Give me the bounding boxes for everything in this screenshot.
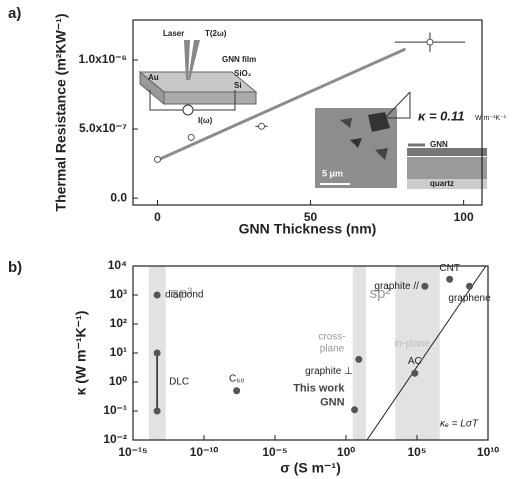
- x-tick-label: 0: [154, 210, 161, 224]
- wf-line: [366, 265, 487, 441]
- point-label: C₆₀: [229, 373, 244, 384]
- inset-label: SiO₂: [234, 69, 252, 78]
- y-tick-label: 10⁰: [109, 374, 127, 388]
- x-tick-label: 10⁻¹⁰: [190, 445, 219, 459]
- point-label: GNN: [320, 397, 345, 409]
- inset-label: 5 μm: [322, 168, 343, 178]
- annotation: cross-: [318, 332, 345, 343]
- data-point: [466, 282, 474, 290]
- line-label: κₑ = LσT: [440, 419, 479, 430]
- data-point: [421, 282, 429, 290]
- data-point: [153, 407, 161, 415]
- y-tick-label: 0.0: [110, 190, 127, 204]
- inset-label: quartz: [430, 179, 454, 188]
- inset-label: Au: [148, 73, 159, 82]
- schematic-inset: [138, 40, 258, 116]
- band: [352, 266, 366, 440]
- micrograph-inset: [315, 108, 397, 188]
- data-point: [153, 349, 161, 357]
- point-label: diamond: [165, 290, 203, 301]
- data-point: [411, 369, 419, 377]
- annotation: plane: [320, 344, 345, 355]
- annotation: sp²: [370, 285, 391, 302]
- x-tick-label: 10¹⁰: [477, 445, 499, 459]
- point-label: graphite ⊥: [305, 366, 353, 377]
- data-point: [426, 38, 434, 46]
- data-point: [153, 291, 161, 299]
- x-tick-label: 50: [304, 210, 318, 224]
- plot-frame: [132, 19, 483, 206]
- slope-triangle: [384, 91, 411, 119]
- data-point: [355, 355, 363, 363]
- inset-label: GNN: [430, 140, 448, 149]
- panel-label: b): [8, 259, 22, 276]
- y-tick-label: 10⁻²: [103, 432, 127, 446]
- point-label: graphite //: [374, 281, 419, 292]
- data-point: [153, 155, 161, 163]
- y-axis-title: κ (W m⁻¹K⁻¹): [73, 311, 89, 396]
- inset-label: Laser: [163, 29, 184, 38]
- data-point: [187, 133, 195, 141]
- inset-label: Si: [234, 81, 242, 90]
- x-tick-label: 10⁰: [337, 445, 355, 459]
- band: [395, 266, 440, 440]
- x-tick-label: 10⁻¹⁵: [118, 445, 147, 459]
- y-tick-label: 1.0x10⁻⁶: [78, 52, 127, 66]
- y-axis-title: Thermal Resistance (m²KW⁻¹): [53, 14, 69, 212]
- point-label: DLC: [169, 377, 189, 388]
- y-tick-label: 10³: [110, 287, 127, 301]
- data-point: [446, 275, 454, 283]
- inset-label: GNN film: [222, 55, 256, 64]
- inset-label: I(ω): [198, 116, 213, 125]
- x-tick-label: 100: [454, 210, 474, 224]
- slope-unit: W m⁻¹K⁻¹: [475, 115, 507, 122]
- x-tick-label: 10⁻⁵: [262, 445, 287, 459]
- x-tick-label: 10⁵: [408, 445, 427, 459]
- annotation: sp³: [172, 285, 193, 302]
- annotation: in-plane: [394, 339, 430, 350]
- y-tick-label: 10⁴: [108, 258, 127, 272]
- cross-section-inset: [407, 143, 487, 189]
- point-label: graphene: [448, 293, 491, 304]
- y-tick-label: 5.0x10⁻⁷: [79, 121, 127, 135]
- y-tick-label: 10²: [110, 316, 127, 330]
- data-point: [233, 387, 241, 395]
- x-axis-title: σ (S m⁻¹): [280, 460, 341, 476]
- point-label: This work: [293, 383, 345, 395]
- slope-label: κ = 0.11: [418, 108, 465, 123]
- panel-label: a): [8, 5, 21, 22]
- x-axis-title: GNN Thickness (nm): [239, 221, 377, 237]
- data-point: [258, 122, 266, 130]
- y-tick-label: 10⁻¹: [103, 403, 127, 417]
- fit-line: [156, 47, 407, 162]
- point-label: AC: [408, 356, 422, 367]
- data-point: [351, 406, 359, 414]
- inset-label: T(2ω): [205, 29, 227, 38]
- point-label: CNT: [439, 263, 460, 274]
- y-tick-label: 10¹: [110, 345, 127, 359]
